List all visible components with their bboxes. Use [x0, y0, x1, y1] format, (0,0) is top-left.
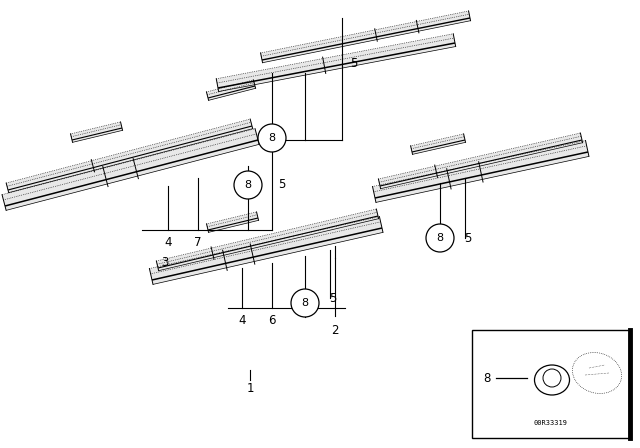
Text: 5: 5	[350, 56, 358, 69]
Text: 2: 2	[332, 323, 339, 336]
Circle shape	[258, 124, 286, 152]
Text: 5: 5	[278, 178, 285, 191]
Polygon shape	[70, 122, 123, 142]
Circle shape	[291, 289, 319, 317]
Polygon shape	[6, 119, 253, 193]
Polygon shape	[2, 129, 259, 211]
Circle shape	[426, 224, 454, 252]
Text: 8: 8	[483, 371, 491, 384]
Polygon shape	[149, 216, 383, 284]
Text: 8: 8	[244, 180, 252, 190]
Text: 8: 8	[436, 233, 444, 243]
Polygon shape	[372, 141, 589, 202]
Text: 00R33319: 00R33319	[534, 420, 568, 426]
Text: 5: 5	[464, 232, 472, 245]
Text: 5: 5	[330, 292, 337, 305]
Text: 4: 4	[238, 314, 246, 327]
Text: 8: 8	[301, 298, 308, 308]
Polygon shape	[207, 80, 255, 100]
Circle shape	[234, 171, 262, 199]
Bar	[472, 330, 630, 438]
Polygon shape	[378, 133, 582, 189]
Text: 6: 6	[268, 314, 276, 327]
Polygon shape	[260, 11, 470, 63]
Polygon shape	[411, 134, 465, 155]
Text: 1: 1	[246, 382, 253, 395]
Ellipse shape	[534, 365, 570, 395]
Text: 4: 4	[164, 236, 172, 249]
Polygon shape	[156, 209, 379, 271]
Text: 8: 8	[268, 133, 276, 143]
Text: 7: 7	[195, 236, 202, 249]
Polygon shape	[216, 34, 456, 91]
Polygon shape	[207, 212, 259, 233]
Text: 3: 3	[161, 255, 169, 268]
